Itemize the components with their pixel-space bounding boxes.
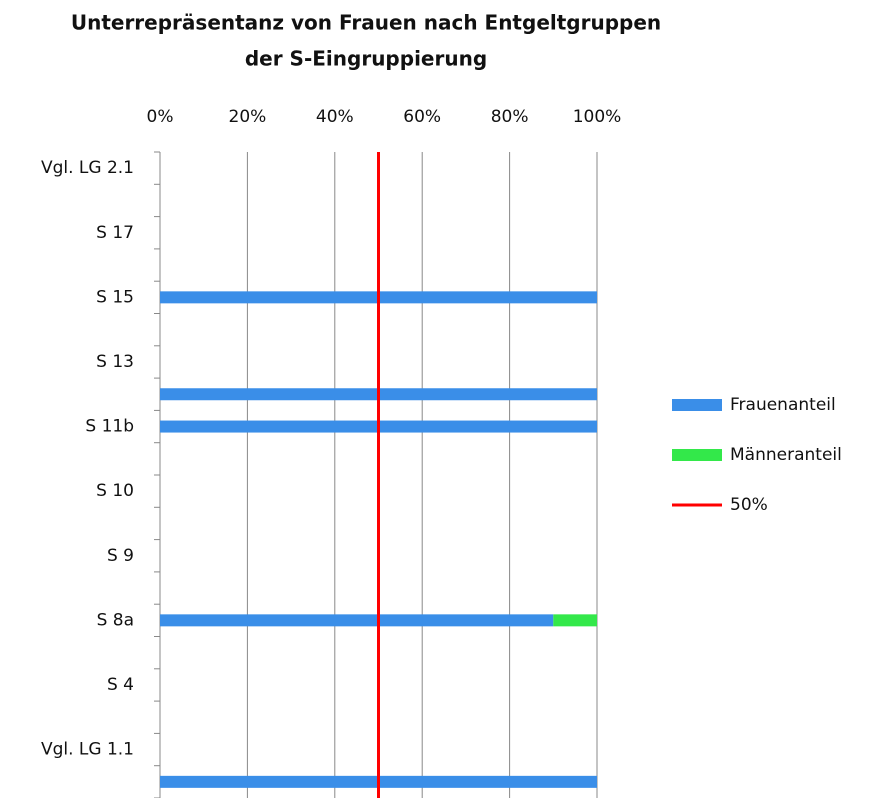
bar: [553, 614, 597, 627]
y-tick-label: S 8a: [97, 610, 134, 630]
y-tick-label: S 17: [96, 223, 134, 243]
y-tick-label: S 13: [96, 352, 134, 372]
y-tick-label: S 9: [107, 546, 134, 566]
chart-title: Unterrepräsentanz von Frauen nach Entgel…: [71, 11, 661, 35]
y-tick-label: S 11b: [85, 417, 134, 437]
legend-swatch: [672, 449, 722, 461]
y-tick-label: S 10: [96, 481, 134, 501]
chart-title: der S-Eingruppierung: [245, 47, 487, 71]
x-tick-label: 40%: [316, 107, 354, 127]
y-tick-label: S 4: [107, 675, 134, 695]
y-tick-label: S 15: [96, 287, 134, 307]
y-tick-label: Vgl. LG 2.1: [41, 158, 134, 178]
legend-label: Männeranteil: [730, 445, 842, 465]
x-tick-label: 60%: [403, 107, 441, 127]
x-tick-label: 100%: [573, 107, 622, 127]
legend-label: 50%: [730, 495, 768, 515]
x-tick-label: 20%: [229, 107, 267, 127]
legend-label: Frauenanteil: [730, 395, 836, 415]
y-tick-label: Vgl. LG 1.1: [41, 740, 134, 760]
legend-swatch: [672, 399, 722, 411]
bar: [160, 614, 554, 627]
x-tick-label: 0%: [147, 107, 174, 127]
x-tick-label: 80%: [491, 107, 529, 127]
